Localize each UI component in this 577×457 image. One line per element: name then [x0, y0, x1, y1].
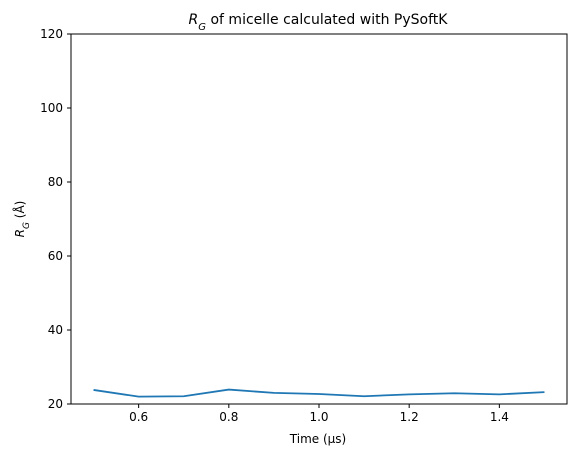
y-axis-label-subscript: G — [22, 222, 32, 229]
y-axis-label-symbol: R — [13, 229, 27, 237]
x-tick-label: 0.8 — [219, 410, 238, 424]
chart-title-subscript: G — [198, 22, 206, 33]
x-tick-label: 1.0 — [309, 410, 328, 424]
y-tick-label: 80 — [48, 175, 63, 189]
y-tick-label: 60 — [48, 249, 63, 263]
y-axis-label: RG (Å) — [12, 201, 32, 238]
x-axis-label: Time (μs) — [289, 432, 346, 446]
chart-title-rest: of micelle calculated with PySoftK — [206, 12, 448, 28]
y-axis-label-unit: (Å) — [12, 201, 27, 222]
x-tick-label: 1.2 — [400, 410, 419, 424]
y-tick-label: 20 — [48, 397, 63, 411]
y-tick-label: 40 — [48, 323, 63, 337]
y-tick-label: 120 — [40, 27, 63, 41]
chart-title-symbol: R — [189, 12, 199, 28]
y-ticks: 20 40 60 80 100 120 — [40, 27, 71, 411]
chart-title: RG of micelle calculated with PySoftK — [189, 12, 449, 33]
plot-area — [93, 388, 545, 398]
y-tick-label: 100 — [40, 101, 63, 115]
x-ticks: 0.6 0.8 1.0 1.2 1.4 — [129, 404, 509, 424]
x-tick-label: 1.4 — [490, 410, 509, 424]
x-tick-label: 0.6 — [129, 410, 148, 424]
